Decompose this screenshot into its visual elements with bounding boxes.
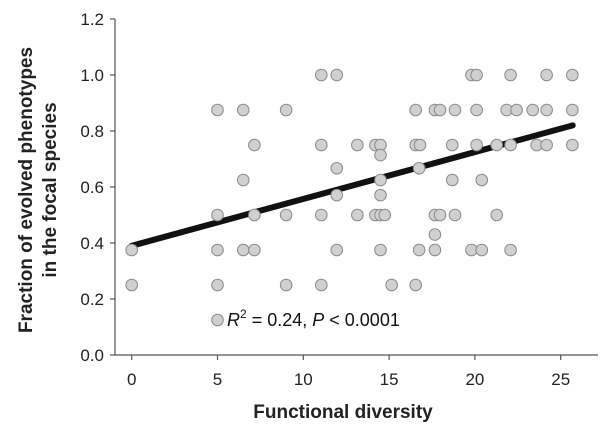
x-tick-label: 15	[380, 370, 399, 389]
data-point	[330, 68, 344, 82]
x-tick-label: 10	[294, 370, 313, 389]
data-point	[211, 208, 224, 222]
data-point	[279, 278, 293, 292]
data-point	[445, 173, 459, 187]
data-point	[470, 68, 483, 82]
x-tick-label: 20	[465, 370, 484, 389]
data-point	[351, 138, 364, 152]
stats-annotation: R2 = 0.24, P < 0.0001	[227, 307, 400, 330]
data-point	[374, 243, 387, 257]
data-point	[236, 103, 250, 117]
data-point	[125, 278, 138, 292]
data-point	[412, 161, 426, 175]
data-point	[211, 278, 224, 292]
data-point	[125, 243, 138, 257]
data-point	[374, 148, 387, 162]
data-point	[448, 103, 462, 117]
data-point	[248, 208, 261, 222]
data-point	[413, 138, 427, 152]
x-tick-label: 0	[127, 370, 136, 389]
data-point	[279, 208, 293, 222]
data-point	[428, 243, 442, 257]
data-point	[330, 243, 344, 257]
data-point	[211, 313, 224, 327]
data-point	[490, 138, 503, 152]
data-point	[504, 138, 517, 152]
data-point	[526, 103, 540, 117]
data-point	[566, 103, 579, 117]
data-point	[475, 173, 489, 187]
data-point	[279, 103, 293, 117]
data-point	[248, 243, 261, 257]
data-point	[504, 243, 517, 257]
data-point	[330, 161, 344, 175]
data-point	[211, 243, 224, 257]
data-point	[490, 208, 503, 222]
y-tick-label: 1.2	[80, 10, 104, 29]
data-point	[566, 68, 579, 82]
data-point	[412, 243, 426, 257]
data-point	[566, 138, 579, 152]
data-point	[374, 188, 387, 202]
data-point	[248, 138, 261, 152]
data-point	[236, 243, 250, 257]
data-point	[385, 278, 398, 292]
data-point	[470, 138, 483, 152]
data-point	[445, 138, 459, 152]
data-point	[315, 208, 328, 222]
data-point	[315, 138, 328, 152]
data-point	[315, 68, 328, 82]
data-point	[433, 208, 447, 222]
y-axis-label-line-2: in the focal species	[40, 102, 61, 277]
data-point	[236, 173, 250, 187]
data-point	[510, 103, 523, 117]
data-point	[211, 103, 224, 117]
y-tick-label: 0.2	[80, 290, 104, 309]
data-point	[504, 68, 517, 82]
data-point	[470, 103, 483, 117]
data-points	[125, 68, 579, 327]
data-point	[351, 208, 364, 222]
data-point	[433, 103, 447, 117]
x-tick-label: 25	[551, 370, 570, 389]
data-point	[378, 208, 392, 222]
data-point	[409, 103, 422, 117]
data-point	[330, 188, 344, 202]
x-tick-label: 5	[213, 370, 222, 389]
x-axis-label: Functional diversity	[253, 402, 433, 423]
data-point	[428, 228, 442, 241]
y-tick-label: 0.4	[80, 234, 104, 253]
axes: 0.0 0.2 0.4 0.6 0.8 1.0 1.2 0 5 10 15 20 25	[80, 10, 598, 389]
y-tick-label: 0.0	[80, 346, 104, 365]
data-point	[540, 138, 553, 152]
data-point	[448, 208, 462, 222]
data-point	[540, 68, 553, 82]
data-point	[540, 103, 553, 117]
y-tick-label: 0.6	[80, 178, 104, 197]
y-axis-label-line-1: Fraction of evolved phenotypes	[16, 47, 37, 333]
data-point	[475, 243, 489, 257]
data-point	[409, 278, 422, 292]
y-tick-label: 0.8	[80, 122, 104, 141]
data-point	[374, 173, 387, 187]
data-point	[315, 278, 328, 292]
y-tick-label: 1.0	[80, 66, 104, 85]
